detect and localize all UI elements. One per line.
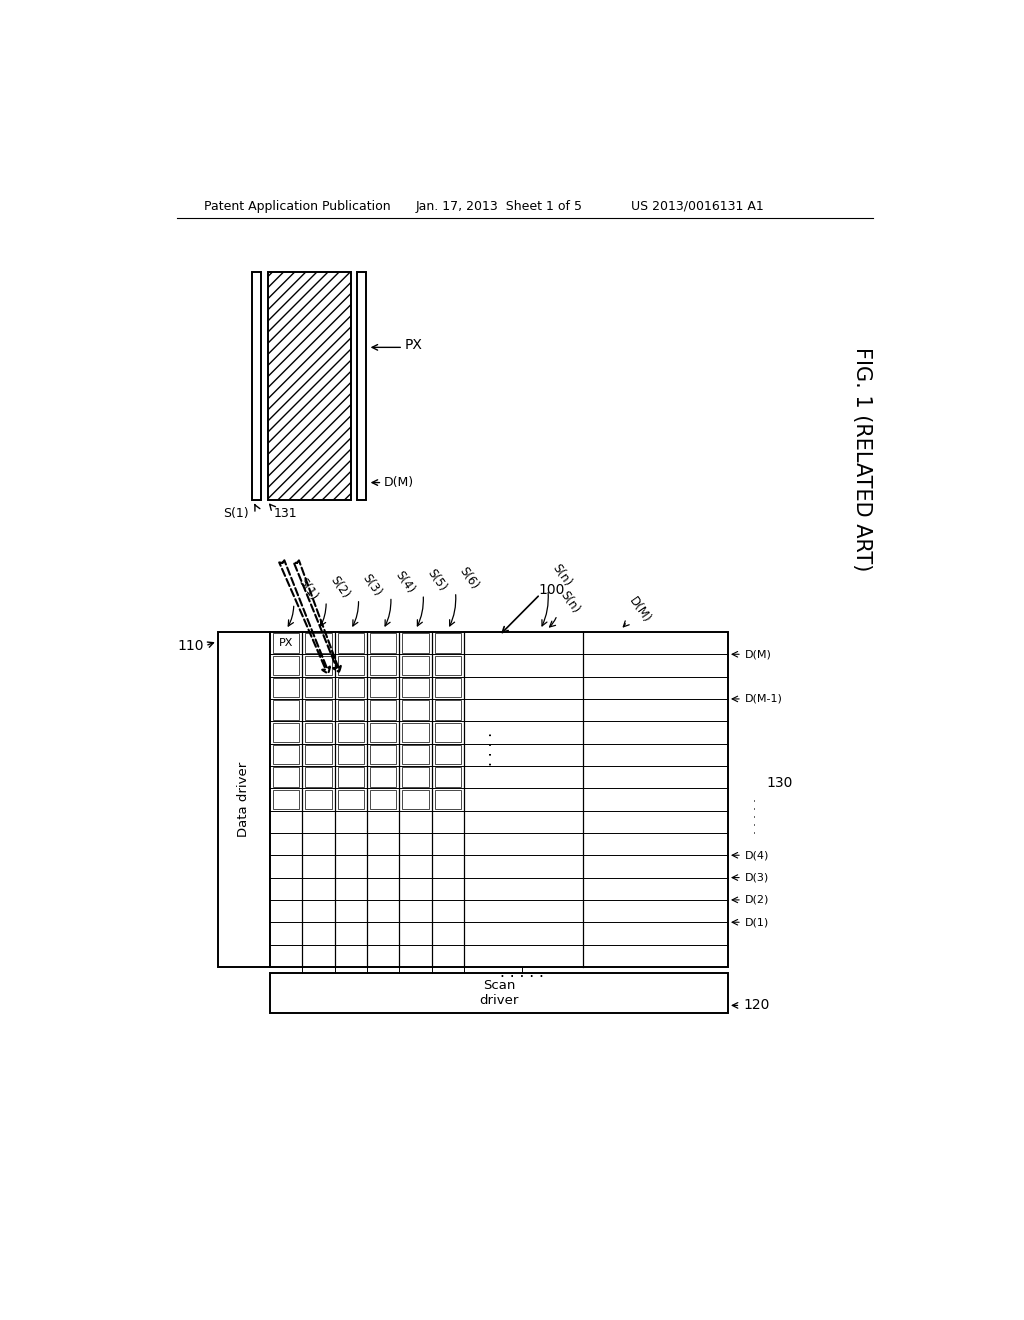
Bar	[357, 272, 367, 499]
Bar	[273, 656, 299, 675]
Bar	[273, 634, 299, 653]
Bar	[273, 723, 299, 742]
Bar	[338, 656, 364, 675]
Bar	[270, 632, 728, 966]
Text: Data driver: Data driver	[238, 762, 250, 837]
Bar	[370, 634, 396, 653]
Bar	[402, 744, 429, 764]
Text: D(M): D(M)	[745, 649, 772, 659]
Text: Scan
driver: Scan driver	[479, 979, 519, 1007]
Bar	[370, 723, 396, 742]
Bar	[338, 723, 364, 742]
Bar	[305, 744, 332, 764]
Text: 130: 130	[767, 776, 793, 789]
Text: D(3): D(3)	[745, 873, 769, 883]
Text: PX: PX	[404, 338, 423, 352]
Bar	[273, 744, 299, 764]
Bar	[435, 723, 461, 742]
Bar	[305, 634, 332, 653]
Bar	[305, 656, 332, 675]
Bar	[273, 789, 299, 809]
Text: D(M): D(M)	[627, 595, 653, 626]
Text: D(2): D(2)	[745, 895, 769, 906]
Bar	[338, 744, 364, 764]
Text: S(4): S(4)	[392, 569, 417, 597]
Bar	[305, 767, 332, 787]
Bar	[435, 767, 461, 787]
Text: 100: 100	[539, 582, 565, 597]
Bar	[217, 632, 270, 966]
Bar	[338, 789, 364, 809]
Text: S(6): S(6)	[457, 565, 481, 591]
Bar	[370, 656, 396, 675]
Text: · · · · ·: · · · · ·	[500, 970, 544, 985]
Text: D(1): D(1)	[745, 917, 769, 927]
Bar	[435, 678, 461, 697]
Bar	[402, 656, 429, 675]
Bar	[402, 678, 429, 697]
Bar	[273, 678, 299, 697]
Text: S(3): S(3)	[360, 572, 384, 598]
Bar	[435, 744, 461, 764]
Bar	[270, 973, 728, 1014]
Text: Patent Application Publication: Patent Application Publication	[204, 199, 390, 213]
Text: Jan. 17, 2013  Sheet 1 of 5: Jan. 17, 2013 Sheet 1 of 5	[416, 199, 583, 213]
Bar	[435, 701, 461, 719]
Bar	[338, 634, 364, 653]
Bar	[370, 789, 396, 809]
Text: D(4): D(4)	[745, 850, 769, 861]
Bar	[273, 701, 299, 719]
Bar	[338, 701, 364, 719]
Text: S(2): S(2)	[328, 574, 352, 601]
Bar	[267, 272, 351, 499]
Text: 120: 120	[743, 998, 770, 1012]
Text: · · · ·: · · · ·	[485, 733, 501, 766]
Bar	[305, 789, 332, 809]
Bar	[338, 678, 364, 697]
Text: S(1): S(1)	[295, 576, 319, 603]
Bar	[435, 634, 461, 653]
Bar	[435, 656, 461, 675]
Bar	[402, 789, 429, 809]
Text: PX: PX	[279, 638, 293, 648]
Bar	[305, 701, 332, 719]
Text: · · · · ·: · · · · ·	[750, 799, 763, 834]
Bar	[435, 789, 461, 809]
Bar	[273, 767, 299, 787]
Text: S(n): S(n)	[550, 562, 573, 589]
Text: D(M-1): D(M-1)	[745, 694, 783, 704]
Bar	[252, 272, 261, 499]
Bar	[305, 678, 332, 697]
Text: D(M): D(M)	[384, 477, 414, 490]
Bar	[305, 723, 332, 742]
Text: S(5): S(5)	[425, 566, 450, 594]
Bar	[370, 701, 396, 719]
Bar	[402, 634, 429, 653]
Bar	[338, 767, 364, 787]
Bar	[370, 678, 396, 697]
Bar	[402, 767, 429, 787]
Bar	[370, 744, 396, 764]
Text: 131: 131	[273, 507, 297, 520]
Text: US 2013/0016131 A1: US 2013/0016131 A1	[631, 199, 764, 213]
Bar	[370, 767, 396, 787]
Text: FIG. 1 (RELATED ART): FIG. 1 (RELATED ART)	[852, 347, 872, 570]
Text: S(1): S(1)	[223, 507, 249, 520]
Bar	[402, 701, 429, 719]
Text: S(n): S(n)	[558, 589, 583, 616]
Bar	[402, 723, 429, 742]
Text: 110: 110	[177, 639, 204, 653]
